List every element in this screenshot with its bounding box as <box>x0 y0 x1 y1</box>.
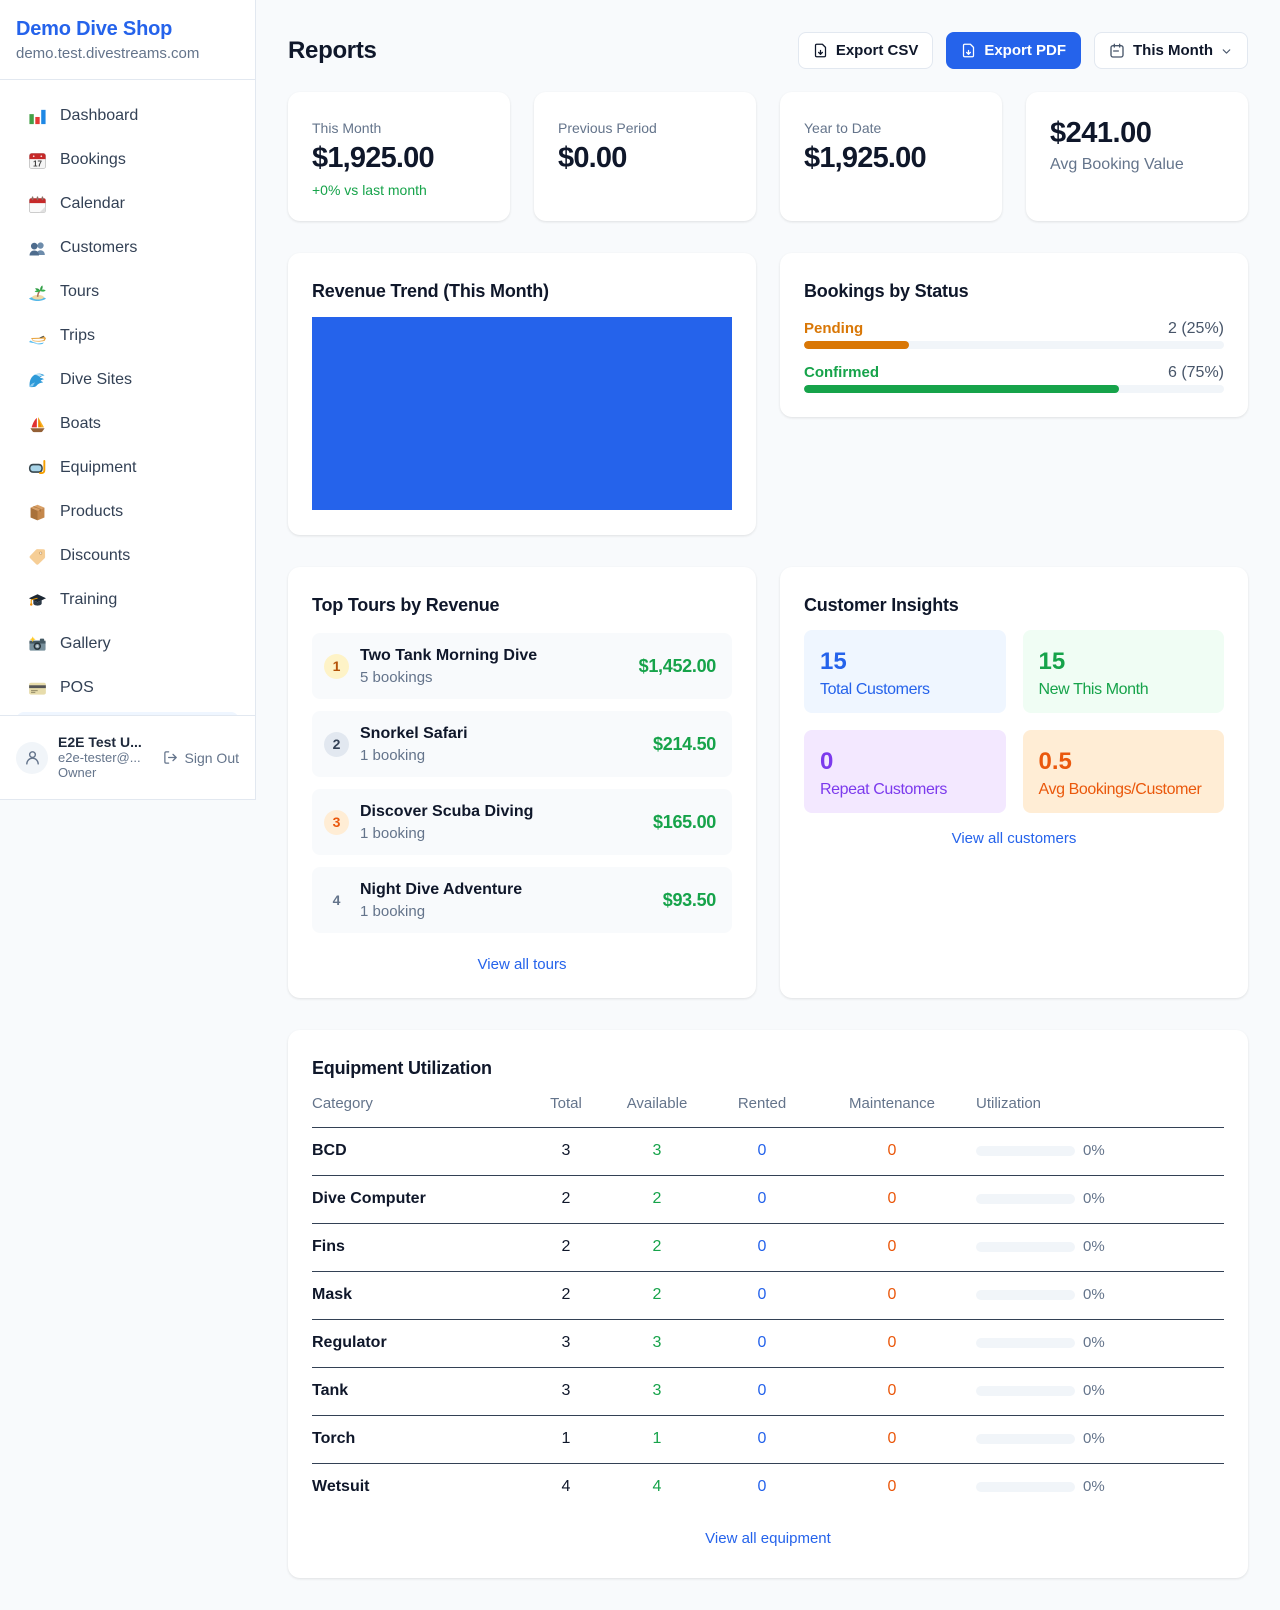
svg-text:17: 17 <box>33 159 42 168</box>
